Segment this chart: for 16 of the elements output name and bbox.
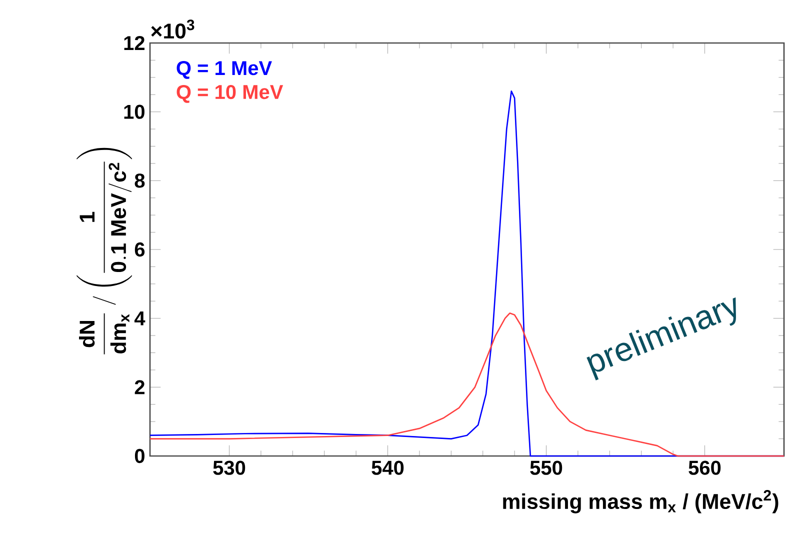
x-tick-label: 560 <box>688 460 721 475</box>
x-tick-label: 530 <box>213 460 246 475</box>
text: Q = 1 MeV <box>176 60 272 79</box>
x-tick-label: 540 <box>372 460 404 475</box>
text: Q = 10 MeV <box>176 84 284 103</box>
x-tick-label: 550 <box>530 460 562 475</box>
x-axis-title: missing mass m$_{x}$ / (MeV/c$^{2}$) <box>503 490 778 514</box>
y-tick-label: 6 <box>134 242 145 257</box>
y-tick-label: 4 <box>134 311 146 326</box>
y-tick-label: 12 <box>124 36 144 50</box>
text: ×10$^{3}$ <box>151 20 194 39</box>
y-tick-label: 8 <box>134 174 145 188</box>
y-axis-title: $\frac{\mathbf{dN}}{\mathbf{dm_{x}}}\ \mathbf{/}\left(\frac{\mathbf{1}}{\mathbf{0.1\ MeV/c^{2}}}\right)$ <box>76 148 132 354</box>
y-tick-label: 2 <box>134 380 144 394</box>
y-tick-label: 10 <box>124 104 144 119</box>
y-tick-label: 0 <box>134 448 144 464</box>
